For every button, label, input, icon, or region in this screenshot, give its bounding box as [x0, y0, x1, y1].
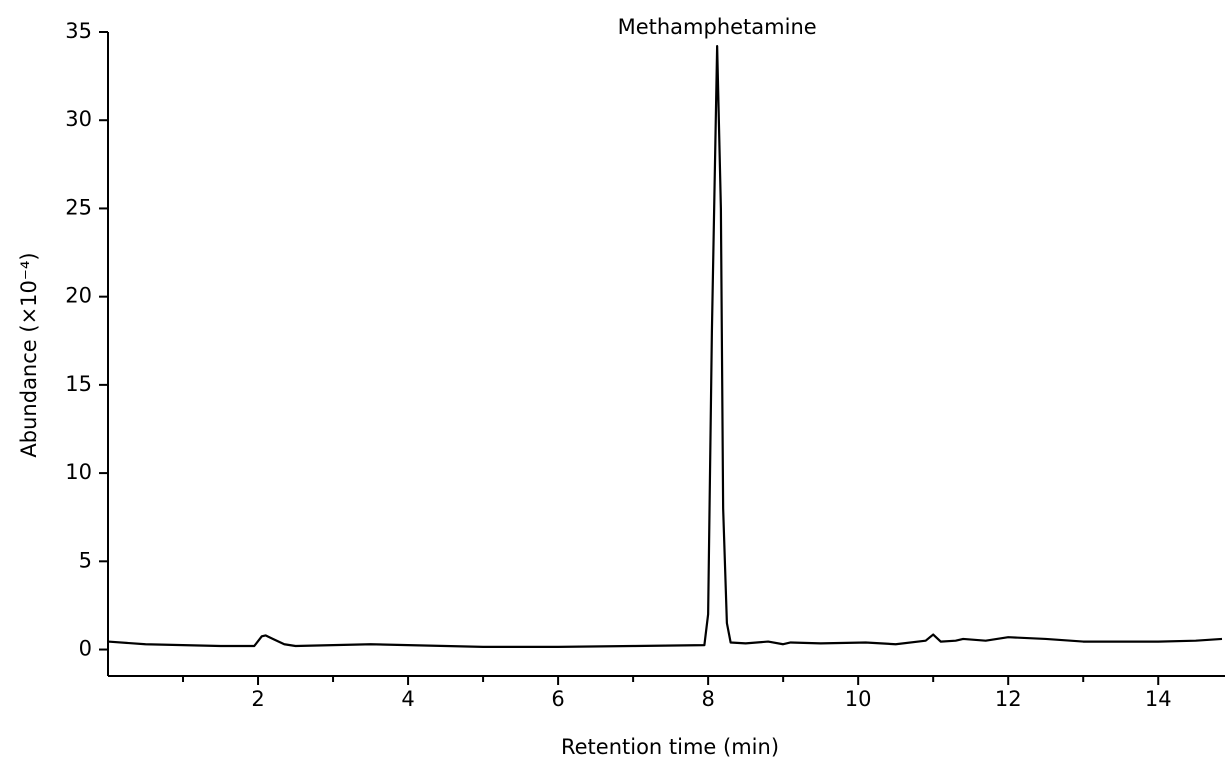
y-tick-label: 5 [79, 548, 92, 572]
y-tick-label: 30 [65, 107, 92, 131]
y-tick-label: 20 [65, 284, 92, 308]
x-tick-label: 2 [251, 687, 264, 711]
y-tick-label: 10 [65, 460, 92, 484]
y-tick-label: 0 [79, 637, 92, 661]
chromatogram-line [107, 45, 1223, 648]
peak-annotation: Methamphetamine [618, 15, 817, 39]
x-tick-label: 6 [551, 687, 564, 711]
y-tick-label: 15 [65, 372, 92, 396]
x-tick-label: 12 [995, 687, 1022, 711]
y-tick-label: 25 [65, 195, 92, 219]
x-tick-label: 4 [401, 687, 414, 711]
y-tick-label: 35 [65, 19, 92, 43]
y-axis-label: Abundance (×10⁻⁴) [17, 252, 41, 457]
x-tick-label: 8 [701, 687, 714, 711]
x-axis-label: Retention time (min) [561, 735, 779, 759]
x-tick-label: 14 [1145, 687, 1172, 711]
x-tick-label: 10 [845, 687, 872, 711]
